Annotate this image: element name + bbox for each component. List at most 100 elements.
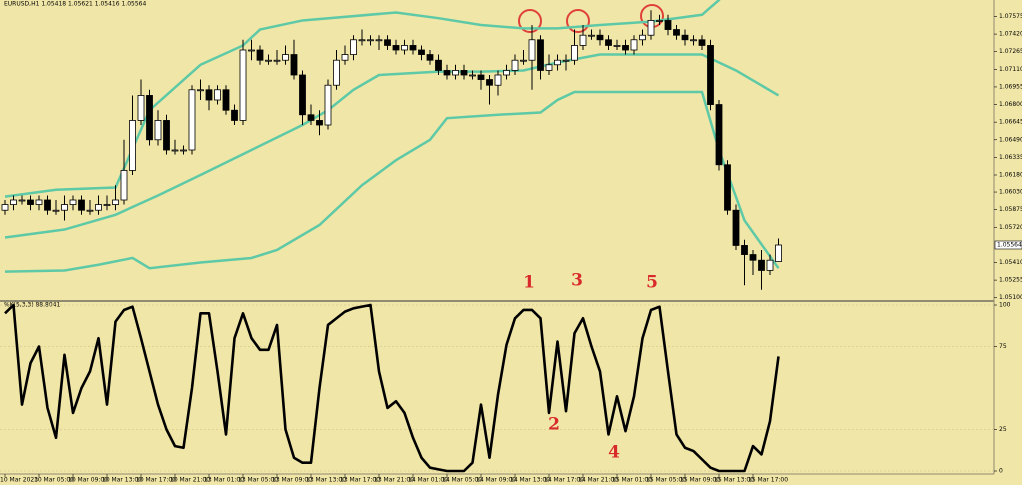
candle-body <box>452 70 459 76</box>
y-tick-label: 1.07575 <box>999 13 1022 20</box>
candle-body <box>120 170 128 201</box>
y-tick-label: 1.05875 <box>999 206 1022 213</box>
x-tick-label: 10 Mar 17:00 <box>136 477 176 484</box>
candle-body <box>375 39 383 42</box>
candle-body <box>1 204 9 211</box>
x-tick-label: 14 Mar 13:00 <box>510 477 550 484</box>
candle-body <box>163 120 170 151</box>
y-tick-label: 1.07110 <box>999 66 1022 73</box>
candle-body <box>256 49 264 61</box>
x-tick-label: 15 Mar 09:00 <box>680 477 720 484</box>
candle-body <box>732 209 740 246</box>
annotation: 2 <box>548 415 560 435</box>
candle-body <box>265 59 272 62</box>
candle-body <box>341 54 349 61</box>
x-tick-label: 10 Mar 09:00 <box>68 477 108 484</box>
price-plot <box>1 0 782 290</box>
candle-body <box>639 34 646 41</box>
highlight-circle <box>566 9 590 33</box>
candle-body <box>724 164 731 211</box>
annotation: 5 <box>646 273 658 293</box>
candle-body <box>690 39 697 42</box>
candle-body <box>333 59 340 86</box>
candle-body <box>460 70 468 76</box>
candle-body <box>520 59 527 62</box>
candle-body <box>443 70 451 76</box>
candle-body <box>656 20 663 22</box>
x-tick-label: 10 Mar 13:00 <box>102 477 142 484</box>
candle-body <box>188 89 196 151</box>
candle-body <box>477 74 485 80</box>
candle-body <box>18 199 26 202</box>
candle-body <box>197 89 204 92</box>
y-tick-label: 1.05255 <box>999 277 1022 284</box>
candle-body <box>103 204 111 206</box>
candle-body <box>154 120 162 141</box>
candle-body <box>486 79 493 86</box>
candle-body <box>715 104 723 166</box>
chart-title: EURUSD,H1 1.05418 1.05621 1.05416 1.0556… <box>4 1 146 8</box>
candle-body <box>613 45 621 47</box>
x-tick-label: 14 Mar 05:00 <box>442 477 482 484</box>
candle-body <box>86 209 94 212</box>
bollinger-band <box>4 53 780 239</box>
y-tick-label: 1.05410 <box>999 259 1022 266</box>
candle-body <box>44 199 51 211</box>
y-tick-label: 1.06180 <box>999 172 1022 179</box>
candle-body <box>222 89 230 111</box>
candle-body <box>630 39 638 51</box>
candle-body <box>418 49 425 55</box>
candle-body <box>758 259 765 271</box>
candle-body <box>367 39 374 42</box>
candle-body <box>503 70 510 76</box>
x-tick-label: 14 Mar 21:00 <box>578 477 618 484</box>
candle-body <box>775 244 782 262</box>
candle-body <box>401 45 408 51</box>
x-tick-label: 13 Mar 13:00 <box>306 477 346 484</box>
candle-body <box>299 74 306 116</box>
candle-body <box>273 59 281 62</box>
annotation: 1 <box>523 273 535 293</box>
candle-body <box>528 39 536 61</box>
y-tick-label: 1.06955 <box>999 83 1022 90</box>
candle-body <box>350 39 357 55</box>
x-tick-label: 15 Mar 01:00 <box>612 477 652 484</box>
y-tick-label: 25 <box>999 426 1007 433</box>
candle-body <box>384 39 391 46</box>
candle-body <box>307 114 315 121</box>
y-tick-label: 1.07420 <box>999 31 1022 38</box>
candle-body <box>605 39 612 46</box>
x-tick-label: 15 Mar 17:00 <box>748 477 788 484</box>
candle-body <box>171 149 179 152</box>
candle-body <box>205 89 213 101</box>
y-tick-label: 1.06335 <box>999 154 1022 161</box>
candle-body <box>27 199 34 205</box>
y-tick-label: 75 <box>999 343 1007 350</box>
candle-body <box>622 45 629 51</box>
candle-body <box>282 54 289 61</box>
last-price-label: 1.05564 <box>997 242 1022 249</box>
candle-body <box>129 120 136 171</box>
candle-body <box>239 49 247 121</box>
candle-body <box>180 149 187 152</box>
candle-body <box>392 45 400 51</box>
candle-body <box>78 199 85 211</box>
candle-body <box>698 39 706 46</box>
candle-body <box>673 29 680 36</box>
candle-body <box>137 95 145 121</box>
annotation: 3 <box>571 271 583 291</box>
candle-body <box>112 199 119 205</box>
annotation: 4 <box>608 443 620 463</box>
candle-body <box>749 254 757 261</box>
candle-body <box>562 59 570 62</box>
candle-body <box>61 204 68 211</box>
x-tick-label: 15 Mar 05:00 <box>646 477 686 484</box>
x-tick-label: 14 Mar 17:00 <box>544 477 584 484</box>
x-tick-label: 13 Mar 09:00 <box>272 477 312 484</box>
candle-body <box>707 45 714 105</box>
candle-body <box>316 120 323 126</box>
candle-body <box>681 34 689 41</box>
candle-body <box>231 109 238 121</box>
x-tick-label: 13 Mar 17:00 <box>340 477 380 484</box>
candle-body <box>588 34 595 37</box>
